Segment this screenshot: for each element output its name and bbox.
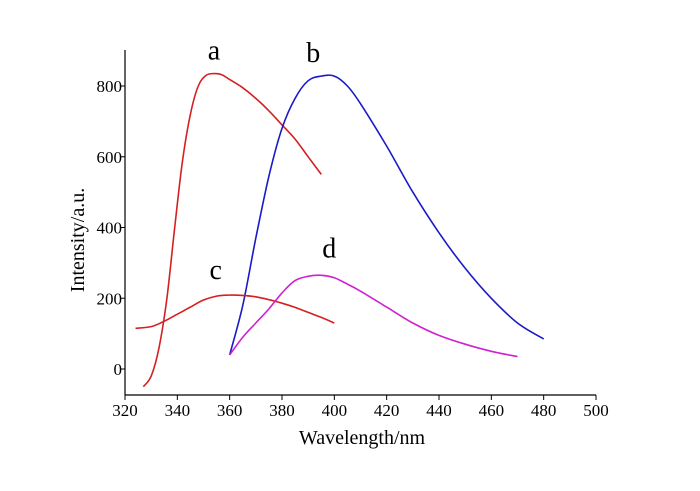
y-axis-title: Intensity/a.u. — [67, 188, 89, 292]
y-tick-label: 600 — [97, 148, 123, 167]
series-label-b: b — [306, 38, 320, 69]
y-tick-label: 0 — [114, 360, 123, 379]
series-label-a: a — [208, 36, 221, 67]
series-line-d — [229, 274, 518, 358]
x-tick-label: 480 — [531, 401, 557, 420]
x-tick-label: 500 — [583, 401, 609, 420]
x-tick-label: 340 — [165, 401, 191, 420]
series-label-d: d — [322, 233, 336, 264]
axes: 320 340 360 380 400 420 440 460 480 500 0 200 400 600… — [97, 50, 609, 420]
x-axis-title: Wavelength/nm — [299, 427, 426, 449]
y-tick-label: 200 — [97, 289, 123, 308]
x-tick-label: 400 — [322, 401, 348, 420]
x-tick-label: 380 — [269, 401, 295, 420]
series-line-c — [135, 294, 335, 330]
labels-layer: a b c d — [208, 36, 337, 286]
x-tick-label: 460 — [479, 401, 505, 420]
series-line-b — [228, 74, 545, 356]
y-tick-label: 400 — [97, 219, 123, 238]
x-tick-label: 320 — [112, 401, 138, 420]
series-label-c: c — [209, 255, 221, 286]
x-tick-label: 440 — [426, 401, 452, 420]
series-layer — [135, 72, 545, 388]
y-tick-label: 800 — [97, 77, 123, 96]
series-line-a — [142, 72, 322, 388]
x-tick-label: 420 — [374, 401, 400, 420]
x-tick-label: 360 — [217, 401, 243, 420]
